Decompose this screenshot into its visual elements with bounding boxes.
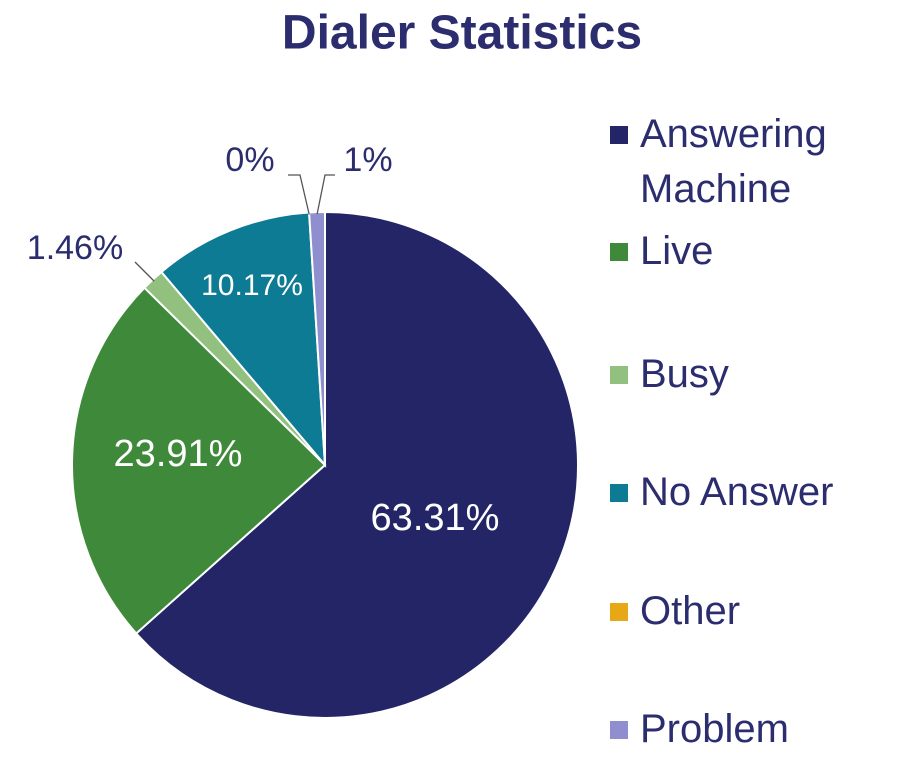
legend-swatch xyxy=(610,366,628,384)
legend-label: No Answer xyxy=(640,470,834,514)
legend-item: Answering Machine xyxy=(610,107,910,217)
legend-item: No Answer xyxy=(610,465,910,520)
legend-swatch xyxy=(610,126,628,144)
legend-swatch xyxy=(610,243,628,261)
leader-line xyxy=(316,174,335,215)
legend-item: Other xyxy=(610,584,910,639)
legend-item: Problem xyxy=(610,702,910,757)
data-label: 1.46% xyxy=(27,229,123,267)
legend-label: Busy xyxy=(640,352,729,396)
data-label: 1% xyxy=(343,141,392,179)
legend-label: Live xyxy=(640,229,714,273)
leader-line xyxy=(134,261,155,282)
legend-swatch xyxy=(610,603,628,621)
data-label: 23.91% xyxy=(114,433,243,475)
pie-slice xyxy=(134,210,579,719)
legend-swatch xyxy=(610,721,628,739)
legend-swatch xyxy=(610,484,628,502)
pie-slice xyxy=(71,286,327,635)
legend-item: Busy xyxy=(610,347,910,402)
legend-item: Live xyxy=(610,224,910,279)
legend-label: Other xyxy=(640,589,741,633)
legend-label: Problem xyxy=(640,707,789,751)
pie-slice xyxy=(160,211,327,468)
data-label: 63.31% xyxy=(371,497,500,539)
leader-line xyxy=(288,174,310,215)
data-label: 0% xyxy=(225,141,274,179)
legend-label: Answering Machine xyxy=(640,112,827,211)
chart-title: Dialer Statistics xyxy=(282,7,642,60)
data-label: 10.17% xyxy=(201,269,303,302)
